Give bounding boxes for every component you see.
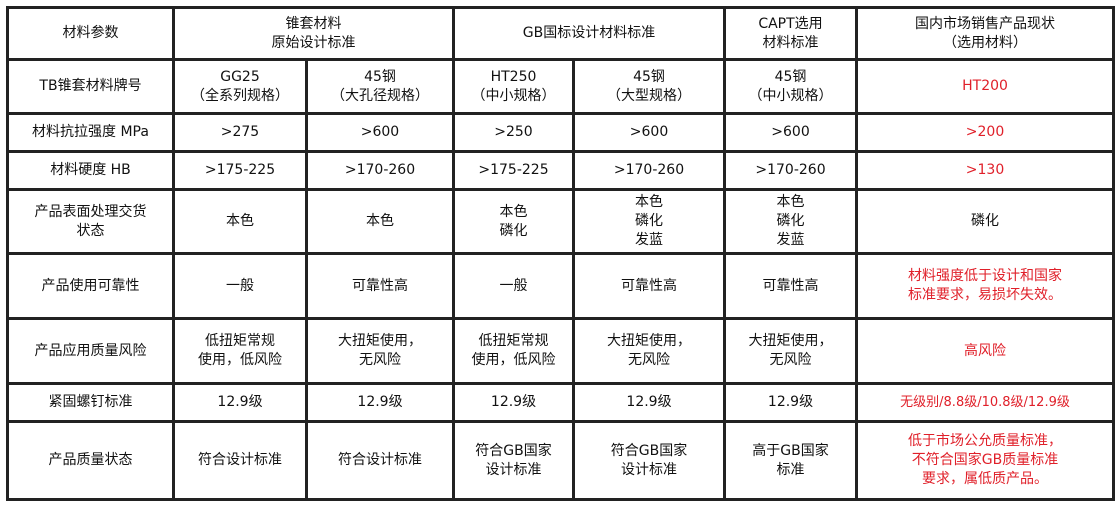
table-cell: 大扭矩使用， 无风险 <box>571 317 727 385</box>
header-market: 国内市场销售产品现状 （选用材料） <box>855 6 1116 61</box>
table-cell: 符合设计标准 <box>172 420 308 501</box>
market-cell: 材料强度低于设计和国家 标准要求，易损坏失效。 <box>855 252 1116 320</box>
table-cell: 大扭矩使用， 无风险 <box>305 317 455 385</box>
row-label: 材料抗拉强度 MPa <box>6 112 175 153</box>
table-cell: 可靠性高 <box>571 252 727 320</box>
table-cell: 12.9级 <box>723 382 859 423</box>
table-cell: 一般 <box>172 252 308 320</box>
row-label: 产品应用质量风险 <box>6 317 175 385</box>
material-comparison-table: 材料参数 锥套材料 原始设计标准 GB国标设计材料标准 CAPT选用 材料标准 … <box>6 6 1116 501</box>
table-cell: 本色 磷化 发蓝 <box>723 188 859 255</box>
table-cell: >170-260 <box>571 150 727 191</box>
table-cell: 45钢 （中小规格） <box>723 58 859 115</box>
table-cell: >175-225 <box>452 150 575 191</box>
row-label: 产品质量状态 <box>6 420 175 501</box>
table-cell: >170-260 <box>723 150 859 191</box>
row-label: 产品使用可靠性 <box>6 252 175 320</box>
header-row: 材料参数 锥套材料 原始设计标准 GB国标设计材料标准 CAPT选用 材料标准 … <box>6 6 1116 61</box>
table-cell: >175-225 <box>172 150 308 191</box>
table-cell: 45钢 （大孔径规格） <box>305 58 455 115</box>
header-original-design: 锥套材料 原始设计标准 <box>172 6 455 61</box>
table-cell: >600 <box>723 112 859 153</box>
table-cell: >600 <box>571 112 727 153</box>
market-cell: 低于市场公允质量标准， 不符合国家GB质量标准 要求，属低质产品。 <box>855 420 1116 501</box>
table-row: TB锥套材料牌号 GG25 （全系列规格） 45钢 （大孔径规格） HT250 （中小… <box>6 58 1116 115</box>
row-label: TB锥套材料牌号 <box>6 58 175 115</box>
row-label: 紧固螺钉标准 <box>6 382 175 423</box>
table-cell: 12.9级 <box>571 382 727 423</box>
market-cell: 无级别/8.8级/10.8级/12.9级 <box>855 382 1116 423</box>
table-cell: >600 <box>305 112 455 153</box>
table-cell: HT250 （中小规格） <box>452 58 575 115</box>
table-cell: 低扭矩常规 使用，低风险 <box>172 317 308 385</box>
table-cell: >250 <box>452 112 575 153</box>
table-cell: 可靠性高 <box>305 252 455 320</box>
table-cell: 符合设计标准 <box>305 420 455 501</box>
table-cell: 本色 磷化 <box>452 188 575 255</box>
table-cell: 12.9级 <box>305 382 455 423</box>
market-cell: 磷化 <box>855 188 1116 255</box>
table-row: 产品应用质量风险 低扭矩常规 使用，低风险 大扭矩使用， 无风险 低扭矩常规 使用，低… <box>6 317 1116 385</box>
header-capt: CAPT选用 材料标准 <box>723 6 859 61</box>
table-cell: GG25 （全系列规格） <box>172 58 308 115</box>
market-cell: >130 <box>855 150 1116 191</box>
table-cell: 符合GB国家 设计标准 <box>452 420 575 501</box>
table-cell: 低扭矩常规 使用，低风险 <box>452 317 575 385</box>
table-cell: 45钢 （大型规格） <box>571 58 727 115</box>
table-row: 产品使用可靠性 一般 可靠性高 一般 可靠性高 可靠性高 材料强度低于设计和国家 标准要求，… <box>6 252 1116 320</box>
table-cell: 高于GB国家 标准 <box>723 420 859 501</box>
table-cell: 12.9级 <box>172 382 308 423</box>
table-row: 材料硬度 HB >175-225 >170-260 >175-225 >170-260 >… <box>6 150 1116 191</box>
table-row: 产品表面处理交货 状态 本色 本色 本色 磷化 本色 磷化 发蓝 本色 磷化 发蓝 磷化 <box>6 188 1116 255</box>
table-cell: 符合GB国家 设计标准 <box>571 420 727 501</box>
table-cell: 大扭矩使用， 无风险 <box>723 317 859 385</box>
table-cell: >275 <box>172 112 308 153</box>
market-cell: 高风险 <box>855 317 1116 385</box>
table-row: 产品质量状态 符合设计标准 符合设计标准 符合GB国家 设计标准 符合GB国家 设计标准… <box>6 420 1116 501</box>
table-row: 材料抗拉强度 MPa >275 >600 >250 >600 >600 >200 <box>6 112 1116 153</box>
table-cell: 可靠性高 <box>723 252 859 320</box>
table-cell: 12.9级 <box>452 382 575 423</box>
row-label: 材料硬度 HB <box>6 150 175 191</box>
header-param: 材料参数 <box>6 6 175 61</box>
table-cell: >170-260 <box>305 150 455 191</box>
table-cell: 本色 <box>305 188 455 255</box>
market-cell: >200 <box>855 112 1116 153</box>
market-cell: HT200 <box>855 58 1116 115</box>
table-cell: 本色 磷化 发蓝 <box>571 188 727 255</box>
table-cell: 一般 <box>452 252 575 320</box>
table-row: 紧固螺钉标准 12.9级 12.9级 12.9级 12.9级 12.9级 无级别/8.8级/… <box>6 382 1116 423</box>
row-label: 产品表面处理交货 状态 <box>6 188 175 255</box>
header-gb-standard: GB国标设计材料标准 <box>451 6 727 61</box>
table-cell: 本色 <box>172 188 308 255</box>
